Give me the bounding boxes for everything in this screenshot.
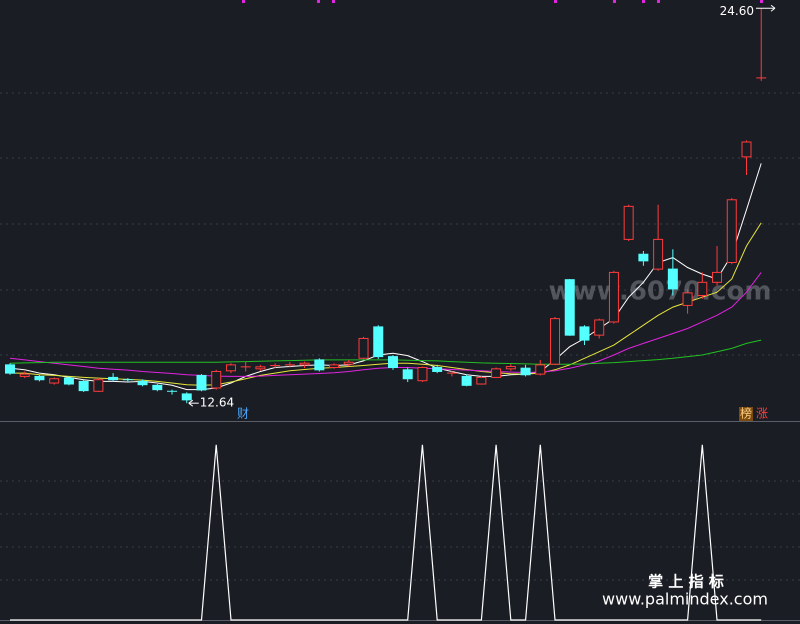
ma-line — [9, 272, 762, 377]
event-tag: 涨 — [756, 406, 768, 421]
candle-body — [432, 367, 443, 372]
ma-line — [9, 163, 762, 391]
grid — [0, 92, 800, 581]
candle-body — [255, 366, 266, 370]
candle-body — [741, 141, 752, 158]
candle-body — [608, 271, 619, 323]
brand: 掌 上 指 标 — [648, 573, 724, 591]
candle-body — [535, 364, 546, 375]
candle-body — [343, 361, 354, 365]
candle-body — [623, 205, 634, 240]
candle-body — [505, 366, 516, 370]
ma-line — [10, 222, 762, 386]
candle-body — [402, 369, 413, 380]
candle-body — [78, 380, 89, 392]
candle-body — [550, 318, 561, 365]
candle-body — [682, 292, 693, 306]
candle-body — [108, 376, 119, 381]
candle-body — [211, 370, 222, 389]
candle-body — [697, 281, 708, 297]
candle-body — [417, 367, 428, 382]
candle-body — [93, 379, 104, 392]
dot — [317, 0, 320, 3]
high-arrow-head — [770, 4, 776, 12]
candle-body — [225, 364, 236, 372]
candle-body — [712, 271, 723, 283]
high-label: 24.60 — [720, 4, 754, 18]
candle-body — [594, 319, 605, 336]
candle-body — [387, 356, 398, 369]
candle-body — [63, 377, 74, 385]
candle-body — [653, 238, 664, 270]
dot — [554, 0, 557, 3]
candle-body — [19, 373, 30, 377]
candle-body — [329, 364, 340, 369]
candle-body — [373, 326, 384, 358]
event-tag: 榜 — [740, 406, 752, 421]
candle-body — [358, 337, 369, 359]
signal-line — [10, 444, 762, 621]
candle-body — [667, 268, 678, 290]
dot — [242, 0, 245, 3]
candle-body — [726, 199, 737, 264]
candle-body — [461, 375, 472, 386]
candle-body — [638, 253, 649, 262]
candle-body — [476, 376, 487, 385]
candle-body — [152, 384, 163, 391]
candle-body — [491, 368, 502, 378]
dot — [332, 0, 335, 3]
candle-body — [34, 375, 45, 381]
candle-body — [564, 279, 575, 336]
candle-body — [314, 359, 325, 371]
candle-body — [299, 362, 310, 366]
ma-line — [9, 339, 762, 365]
marks: 12.64 24.60 财 榜涨 — [5, 4, 776, 621]
low-arrow-head — [188, 399, 194, 407]
dot — [657, 0, 660, 3]
low-label: 12.64 — [200, 396, 234, 410]
candle-body — [196, 374, 207, 391]
dot — [642, 0, 645, 3]
watermark: www.6070.com — [549, 277, 772, 307]
candle-body — [49, 378, 60, 384]
dot — [760, 0, 763, 3]
event-tag-bg — [739, 407, 753, 421]
candle-body — [520, 367, 531, 376]
event-tag: 财 — [237, 407, 249, 421]
candle-body — [181, 393, 192, 401]
brand-url: www.palmindex.com — [602, 590, 768, 609]
candle-body — [579, 326, 590, 341]
candle-body — [137, 380, 148, 386]
top-dots — [242, 0, 763, 3]
dot — [613, 0, 616, 3]
candle-body — [5, 364, 15, 374]
